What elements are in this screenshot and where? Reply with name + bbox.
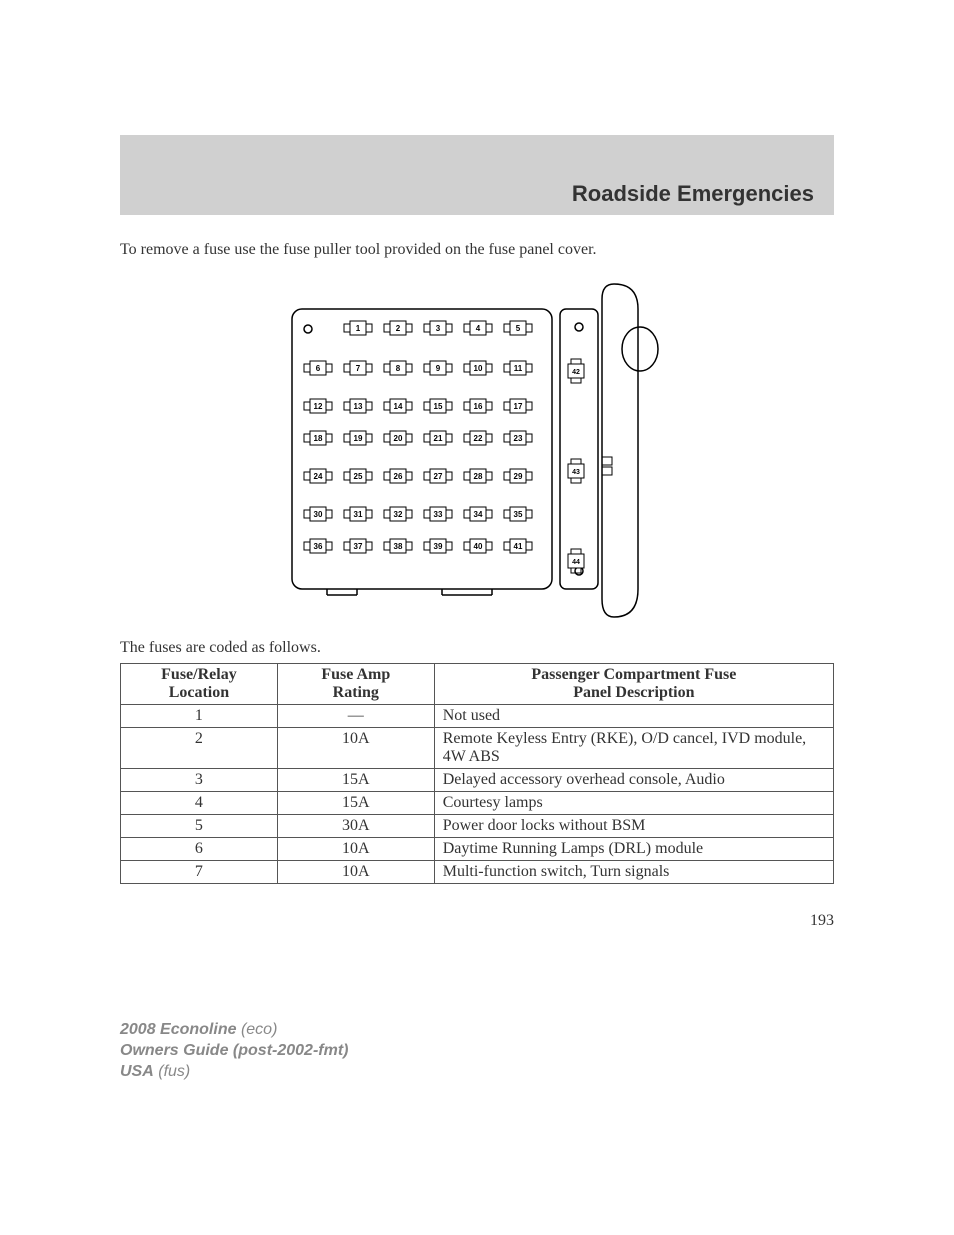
table-cell: — <box>277 705 434 728</box>
svg-text:27: 27 <box>434 472 443 481</box>
table-cell: 10A <box>277 728 434 769</box>
svg-text:37: 37 <box>354 542 363 551</box>
table-cell: 7 <box>121 861 278 884</box>
table-cell: Daytime Running Lamps (DRL) module <box>434 838 833 861</box>
svg-text:23: 23 <box>514 434 523 443</box>
svg-text:13: 13 <box>354 402 363 411</box>
header-bar: Roadside Emergencies <box>120 135 834 215</box>
table-header: Fuse AmpRating <box>277 664 434 705</box>
svg-text:31: 31 <box>354 510 363 519</box>
table-cell: Not used <box>434 705 833 728</box>
svg-text:32: 32 <box>394 510 403 519</box>
svg-text:35: 35 <box>514 510 523 519</box>
svg-text:26: 26 <box>394 472 403 481</box>
footer-model: 2008 Econoline <box>120 1021 237 1038</box>
svg-text:30: 30 <box>314 510 323 519</box>
manual-page: Roadside Emergencies To remove a fuse us… <box>0 0 954 1163</box>
svg-text:6: 6 <box>316 364 321 373</box>
table-row: 315ADelayed accessory overhead console, … <box>121 769 834 792</box>
svg-text:1: 1 <box>356 324 361 333</box>
page-number: 193 <box>120 912 834 930</box>
table-cell: Power door locks without BSM <box>434 815 833 838</box>
table-cell: 15A <box>277 792 434 815</box>
footer-region-code: (fus) <box>158 1063 190 1080</box>
svg-text:33: 33 <box>434 510 443 519</box>
svg-text:34: 34 <box>474 510 483 519</box>
svg-text:5: 5 <box>516 324 521 333</box>
svg-text:8: 8 <box>396 364 401 373</box>
table-row: 710AMulti-function switch, Turn signals <box>121 861 834 884</box>
page-title: Roadside Emergencies <box>572 181 814 207</box>
svg-text:22: 22 <box>474 434 483 443</box>
svg-text:12: 12 <box>314 402 323 411</box>
table-row: 210ARemote Keyless Entry (RKE), O/D canc… <box>121 728 834 769</box>
svg-text:2: 2 <box>396 324 401 333</box>
table-cell: 6 <box>121 838 278 861</box>
svg-text:28: 28 <box>474 472 483 481</box>
svg-text:18: 18 <box>314 434 323 443</box>
svg-text:15: 15 <box>434 402 443 411</box>
svg-text:7: 7 <box>356 364 361 373</box>
svg-text:43: 43 <box>572 469 580 476</box>
footer-guide: Owners Guide (post-2002-fmt) <box>120 1042 348 1059</box>
table-row: 530APower door locks without BSM <box>121 815 834 838</box>
svg-text:14: 14 <box>394 402 403 411</box>
table-cell: 15A <box>277 769 434 792</box>
fuse-panel-diagram: 1234567891011121314151617181920212223242… <box>120 279 834 619</box>
svg-text:24: 24 <box>314 472 323 481</box>
table-row: 415ACourtesy lamps <box>121 792 834 815</box>
svg-text:16: 16 <box>474 402 483 411</box>
table-cell: 3 <box>121 769 278 792</box>
table-cell: 4 <box>121 792 278 815</box>
table-cell: 5 <box>121 815 278 838</box>
table-header: Passenger Compartment FusePanel Descript… <box>434 664 833 705</box>
table-row: 610ADaytime Running Lamps (DRL) module <box>121 838 834 861</box>
svg-text:17: 17 <box>514 402 523 411</box>
svg-text:38: 38 <box>394 542 403 551</box>
svg-text:11: 11 <box>514 364 523 373</box>
table-cell: 30A <box>277 815 434 838</box>
svg-text:3: 3 <box>436 324 441 333</box>
svg-text:42: 42 <box>572 369 580 376</box>
table-row: 1—Not used <box>121 705 834 728</box>
table-caption: The fuses are coded as follows. <box>120 639 834 657</box>
fuse-table: Fuse/RelayLocationFuse AmpRatingPassenge… <box>120 663 834 884</box>
table-cell: Delayed accessory overhead console, Audi… <box>434 769 833 792</box>
table-cell: 10A <box>277 838 434 861</box>
footer-region: USA <box>120 1063 154 1080</box>
svg-text:36: 36 <box>314 542 323 551</box>
intro-paragraph: To remove a fuse use the fuse puller too… <box>120 239 834 261</box>
table-cell: 2 <box>121 728 278 769</box>
table-cell: Remote Keyless Entry (RKE), O/D cancel, … <box>434 728 833 769</box>
table-cell: Courtesy lamps <box>434 792 833 815</box>
svg-text:25: 25 <box>354 472 363 481</box>
svg-text:9: 9 <box>436 364 441 373</box>
table-cell: Multi-function switch, Turn signals <box>434 861 833 884</box>
footer: 2008 Econoline (eco) Owners Guide (post-… <box>120 1020 834 1082</box>
svg-text:20: 20 <box>394 434 403 443</box>
table-header: Fuse/RelayLocation <box>121 664 278 705</box>
svg-text:10: 10 <box>474 364 483 373</box>
svg-text:39: 39 <box>434 542 443 551</box>
svg-text:21: 21 <box>434 434 443 443</box>
svg-text:29: 29 <box>514 472 523 481</box>
table-cell: 1 <box>121 705 278 728</box>
svg-text:19: 19 <box>354 434 363 443</box>
table-cell: 10A <box>277 861 434 884</box>
svg-text:44: 44 <box>572 559 580 566</box>
svg-text:41: 41 <box>514 542 523 551</box>
footer-model-code: (eco) <box>241 1021 277 1038</box>
svg-text:40: 40 <box>474 542 483 551</box>
svg-text:4: 4 <box>476 324 481 333</box>
